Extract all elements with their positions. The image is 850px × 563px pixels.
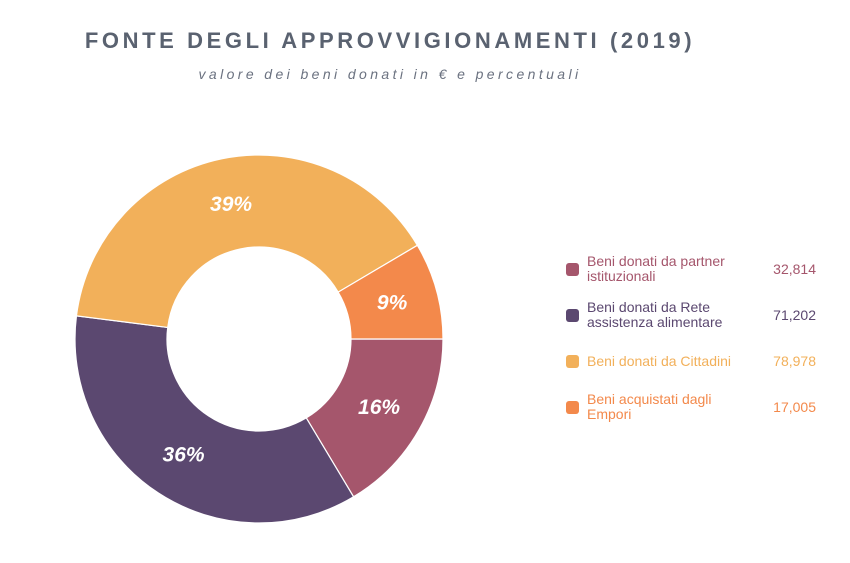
- legend-label: Beni donati da Cittadini: [587, 352, 731, 369]
- legend-swatch: [566, 262, 579, 276]
- slice-percent-label: 39%: [210, 193, 252, 216]
- legend-value: 78,978: [773, 353, 816, 369]
- legend-swatch: [566, 308, 579, 322]
- legend-value: 17,005: [773, 399, 816, 415]
- legend-label: Beni donati da partner istituzionali: [587, 253, 725, 284]
- legend-value: 32,814: [773, 261, 816, 277]
- chart-title: FONTE DEGLI APPROVVIGIONAMENTI (2019): [84, 28, 696, 53]
- slice-percent-label: 9%: [377, 292, 408, 315]
- donut-slice-3: [337, 244, 444, 340]
- donut-slice-0: [305, 338, 444, 498]
- legend-item-rete: Beni donati da Rete assistenza alimentar…: [566, 292, 816, 338]
- donut-slice-1: [74, 315, 355, 524]
- legend-item-cittadini: Beni donati da Cittadini 78,978: [566, 338, 816, 384]
- legend-value: 71,202: [773, 307, 816, 323]
- legend-swatch: [566, 354, 579, 368]
- slice-percent-label: 36%: [163, 444, 205, 467]
- slice-percent-label: 16%: [358, 396, 400, 419]
- donut-slice-2: [75, 154, 419, 329]
- legend-swatch: [566, 400, 579, 414]
- legend-item-partner: Beni donati da partner istituzionali 32,…: [566, 246, 816, 292]
- legend: Beni donati da partner istituzionali 32,…: [566, 246, 816, 430]
- legend-item-empori: Beni acquistati dagli Empori 17,005: [566, 384, 816, 430]
- chart-subtitle: valore dei beni donati in € e percentual…: [198, 66, 582, 82]
- legend-label: Beni acquistati dagli Empori: [587, 391, 712, 422]
- legend-label: Beni donati da Rete assistenza alimentar…: [587, 299, 723, 330]
